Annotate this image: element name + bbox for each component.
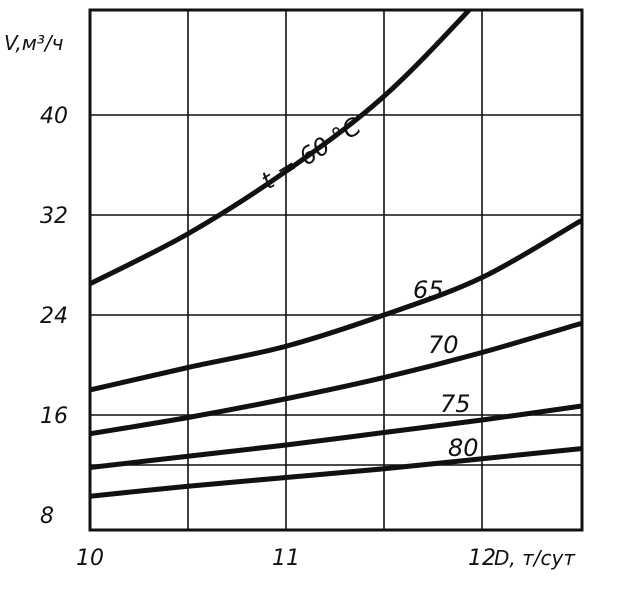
y-tick-label: 24 <box>40 304 68 329</box>
plot-frame <box>88 8 584 532</box>
series-line-3 <box>90 403 582 470</box>
y-tick-label: 16 <box>40 404 68 429</box>
series-line-2 <box>90 321 582 437</box>
tick-labels: 8 16 24 32 40 10 11 12 <box>40 104 496 571</box>
x-tick-label: 10 <box>76 546 104 571</box>
curves <box>90 10 582 499</box>
grid <box>90 10 582 530</box>
x-tick-label: 12 <box>468 546 496 571</box>
x-axis-label: D, т/сут <box>494 546 576 570</box>
curve-labels: t = 60 °C 65 70 75 80 <box>256 112 478 462</box>
series-label-4: 80 <box>448 434 479 462</box>
series-line-0 <box>90 10 473 287</box>
y-tick-label: 32 <box>40 204 68 229</box>
series-label-1: 65 <box>413 276 444 304</box>
series-label-3: 75 <box>440 390 471 418</box>
y-tick-label: 40 <box>40 104 68 129</box>
y-axis-label: V,м³/ч <box>4 31 64 55</box>
series-line-4 <box>90 446 582 499</box>
y-tick-label: 8 <box>40 504 54 529</box>
series-line-1 <box>90 218 582 393</box>
series-label-0: t = 60 °C <box>256 112 366 195</box>
series-label-2: 70 <box>428 331 459 359</box>
x-tick-label: 11 <box>272 546 300 571</box>
